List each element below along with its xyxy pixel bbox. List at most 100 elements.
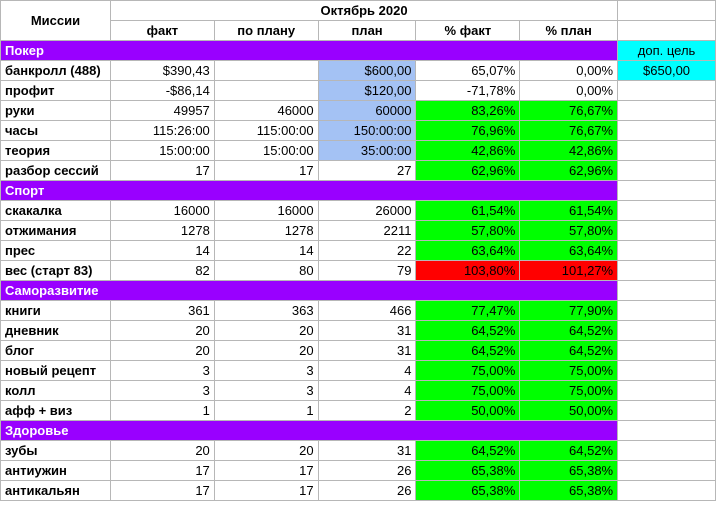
pct-plan-cell[interactable]: 65,38%: [519, 480, 619, 501]
by-plan-cell[interactable]: 20: [213, 320, 319, 341]
pct-plan-cell[interactable]: 77,90%: [519, 300, 619, 321]
pct-fact-cell[interactable]: 77,47%: [415, 300, 521, 321]
fact-cell[interactable]: 16000: [109, 200, 215, 221]
pct-plan-cell[interactable]: 64,52%: [519, 340, 619, 361]
mission-label-cell[interactable]: банкролл (488): [0, 60, 111, 81]
by-plan-cell[interactable]: 1278: [213, 220, 319, 241]
mission-label-cell[interactable]: зубы: [0, 440, 111, 461]
pct-plan-cell[interactable]: 75,00%: [519, 380, 619, 401]
empty-cell[interactable]: [617, 440, 716, 461]
pct-plan-cell[interactable]: 0,00%: [519, 80, 619, 101]
plan-cell[interactable]: 35:00:00: [317, 140, 417, 161]
mission-label-cell[interactable]: новый рецепт: [0, 360, 111, 381]
column-header-plan[interactable]: план: [317, 20, 417, 41]
mission-label-cell[interactable]: скакалка: [0, 200, 111, 221]
month-header-cell[interactable]: Октябрь 2020: [109, 0, 619, 21]
by-plan-cell[interactable]: 17: [213, 460, 319, 481]
empty-cell[interactable]: [617, 460, 716, 481]
pct-fact-cell[interactable]: 42,86%: [415, 140, 521, 161]
pct-fact-cell[interactable]: 65,38%: [415, 460, 521, 481]
plan-cell[interactable]: 4: [317, 380, 417, 401]
pct-plan-cell[interactable]: 76,67%: [519, 120, 619, 141]
mission-label-cell[interactable]: афф + виз: [0, 400, 111, 421]
empty-cell[interactable]: [617, 420, 716, 441]
mission-label-cell[interactable]: книги: [0, 300, 111, 321]
by-plan-cell[interactable]: 17: [213, 480, 319, 501]
empty-cell[interactable]: [617, 220, 716, 241]
empty-cell[interactable]: [617, 100, 716, 121]
mission-label-cell[interactable]: профит: [0, 80, 111, 101]
empty-cell[interactable]: [617, 280, 716, 301]
pct-fact-cell[interactable]: 76,96%: [415, 120, 521, 141]
plan-cell[interactable]: 60000: [317, 100, 417, 121]
mission-label-cell[interactable]: разбор сессий: [0, 160, 111, 181]
empty-cell[interactable]: [617, 140, 716, 161]
mission-label-cell[interactable]: теория: [0, 140, 111, 161]
fact-cell[interactable]: 3: [109, 360, 215, 381]
pct-plan-cell[interactable]: 65,38%: [519, 460, 619, 481]
empty-cell[interactable]: [617, 380, 716, 401]
plan-cell[interactable]: 2211: [317, 220, 417, 241]
empty-cell[interactable]: [617, 240, 716, 261]
empty-cell[interactable]: [617, 20, 716, 41]
pct-fact-cell[interactable]: 65,07%: [415, 60, 521, 81]
plan-cell[interactable]: 31: [317, 320, 417, 341]
fact-cell[interactable]: $390,43: [109, 60, 215, 81]
fact-cell[interactable]: 1: [109, 400, 215, 421]
fact-cell[interactable]: 82: [109, 260, 215, 281]
plan-cell[interactable]: 150:00:00: [317, 120, 417, 141]
pct-fact-cell[interactable]: 50,00%: [415, 400, 521, 421]
fact-cell[interactable]: 361: [109, 300, 215, 321]
mission-label-cell[interactable]: отжимания: [0, 220, 111, 241]
empty-cell[interactable]: [617, 300, 716, 321]
by-plan-cell[interactable]: 3: [213, 380, 319, 401]
mission-label-cell[interactable]: антикальян: [0, 480, 111, 501]
pct-fact-cell[interactable]: 63,64%: [415, 240, 521, 261]
empty-cell[interactable]: [617, 180, 716, 201]
plan-cell[interactable]: 4: [317, 360, 417, 381]
section-title-cell[interactable]: Здоровье: [0, 420, 619, 441]
extra-goal-label-cell[interactable]: доп. цель: [617, 40, 716, 61]
by-plan-cell[interactable]: 16000: [213, 200, 319, 221]
section-title-cell[interactable]: Покер: [0, 40, 619, 61]
by-plan-cell[interactable]: 17: [213, 160, 319, 181]
column-header-fact[interactable]: факт: [109, 20, 215, 41]
pct-fact-cell[interactable]: 103,80%: [415, 260, 521, 281]
by-plan-cell[interactable]: [213, 80, 319, 101]
pct-plan-cell[interactable]: 101,27%: [519, 260, 619, 281]
pct-fact-cell[interactable]: 75,00%: [415, 380, 521, 401]
fact-cell[interactable]: 1278: [109, 220, 215, 241]
fact-cell[interactable]: 17: [109, 160, 215, 181]
plan-cell[interactable]: 26000: [317, 200, 417, 221]
fact-cell[interactable]: 20: [109, 440, 215, 461]
empty-cell[interactable]: [617, 320, 716, 341]
by-plan-cell[interactable]: 1: [213, 400, 319, 421]
pct-fact-cell[interactable]: 64,52%: [415, 340, 521, 361]
plan-cell[interactable]: 31: [317, 440, 417, 461]
empty-cell[interactable]: [617, 260, 716, 281]
plan-cell[interactable]: 26: [317, 460, 417, 481]
mission-label-cell[interactable]: часы: [0, 120, 111, 141]
pct-plan-cell[interactable]: 42,86%: [519, 140, 619, 161]
section-title-cell[interactable]: Саморазвитие: [0, 280, 619, 301]
plan-cell[interactable]: $600,00: [317, 60, 417, 81]
pct-plan-cell[interactable]: 57,80%: [519, 220, 619, 241]
plan-cell[interactable]: 31: [317, 340, 417, 361]
column-header-pct-fact[interactable]: % факт: [415, 20, 521, 41]
empty-cell[interactable]: [617, 160, 716, 181]
fact-cell[interactable]: 17: [109, 460, 215, 481]
pct-plan-cell[interactable]: 62,96%: [519, 160, 619, 181]
pct-fact-cell[interactable]: -71,78%: [415, 80, 521, 101]
plan-cell[interactable]: 466: [317, 300, 417, 321]
plan-cell[interactable]: 22: [317, 240, 417, 261]
mission-label-cell[interactable]: руки: [0, 100, 111, 121]
fact-cell[interactable]: 17: [109, 480, 215, 501]
plan-cell[interactable]: 79: [317, 260, 417, 281]
mission-label-cell[interactable]: антиужин: [0, 460, 111, 481]
missions-header-cell[interactable]: Миссии: [0, 0, 111, 41]
by-plan-cell[interactable]: 363: [213, 300, 319, 321]
mission-label-cell[interactable]: блог: [0, 340, 111, 361]
mission-label-cell[interactable]: прес: [0, 240, 111, 261]
column-header-pct-plan[interactable]: % план: [519, 20, 619, 41]
empty-cell[interactable]: [617, 80, 716, 101]
